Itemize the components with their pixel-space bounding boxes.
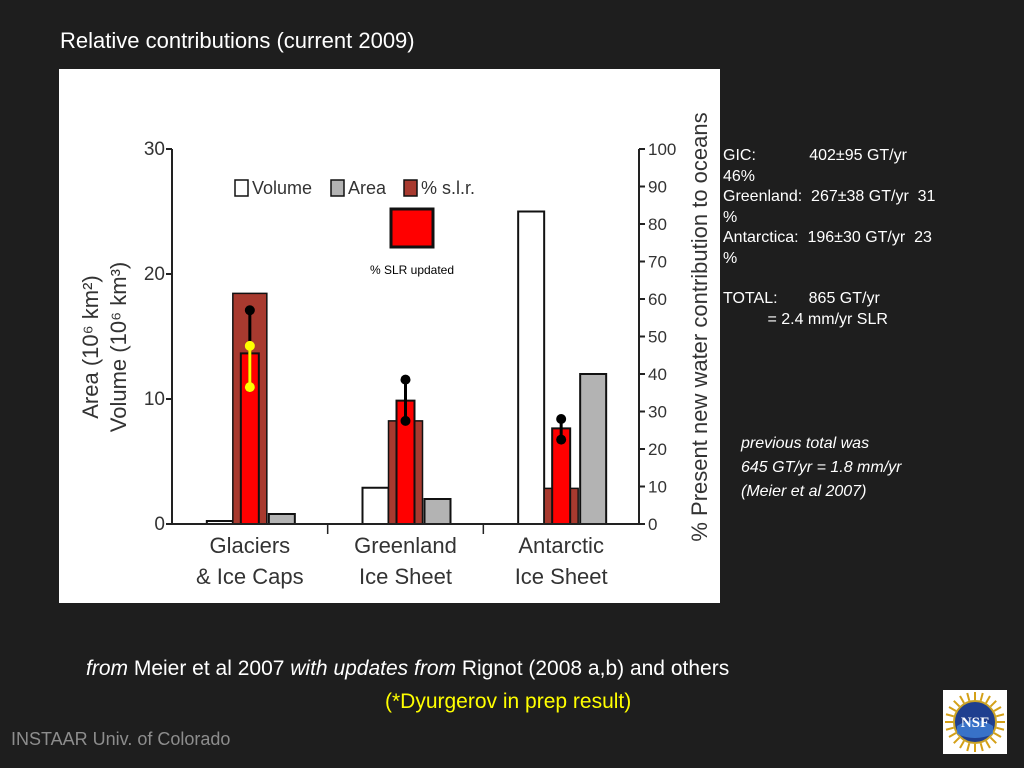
nsf-logo-text: NSF: [961, 715, 989, 731]
bar-area-2: [579, 373, 608, 525]
nsf-ray-9: [953, 736, 961, 744]
previous-line2: 645 GT/yr = 1.8 mm/yr: [741, 459, 902, 476]
source-rignot: Rignot (2008 a,b) and others: [456, 657, 730, 680]
antarctica-percent: %: [723, 249, 738, 267]
category-label-1-0: Greenland: [354, 533, 457, 558]
chart-panel: 0 10 20 30 0 10 20 30 40 50 60 70 80 90 100 Glaciers & …: [59, 69, 720, 603]
legend-swatch-1: [330, 179, 345, 197]
nsf-ray-5: [979, 742, 984, 752]
yellow-range-bottom-dot: [244, 382, 255, 393]
nsf-ray-19: [979, 692, 984, 702]
right-tick-label-9: 90: [648, 178, 667, 197]
nsf-ray-2: [993, 732, 1002, 738]
bar-volume-1: [361, 486, 390, 525]
left-tick-label-2: 20: [144, 264, 165, 285]
yellow-range-top-dot: [244, 340, 255, 351]
nsf-ray-3: [989, 736, 997, 744]
footer-institution: INSTAAR Univ. of Colorado: [11, 729, 231, 749]
right-tick-label-0: 0: [648, 515, 657, 534]
legend-label-1: Area: [348, 178, 387, 198]
nsf-ray-7: [966, 742, 971, 752]
legend-label-0: Volume: [252, 178, 312, 198]
left-tick-label-1: 10: [144, 389, 165, 410]
nsf-ray-15: [953, 700, 961, 708]
previous-line3: (Meier et al 2007): [741, 483, 867, 500]
legend-swatch-0: [234, 179, 249, 197]
category-label-2-1: Ice Sheet: [515, 564, 608, 589]
error-bar-top-dot-2: [556, 414, 567, 424]
nsf-ray-16: [959, 695, 965, 704]
total-rate: = 2.4 mm/yr SLR: [723, 310, 888, 328]
nsf-ray-17: [966, 692, 971, 702]
category-label-0-0: Glaciers: [209, 533, 290, 558]
source-credit: from Meier et al 2007 with updates from …: [86, 657, 729, 681]
bar-area-0: [267, 513, 296, 525]
error-bar-top-dot-0: [244, 305, 255, 316]
source-meier: Meier et al 2007: [128, 657, 291, 680]
right-tick-label-4: 40: [648, 365, 667, 384]
category-label-2-0: Antarctic: [518, 533, 604, 558]
right-tick-label-2: 20: [648, 440, 667, 459]
greenland-note: Greenland: 267±38 GT/yr 31: [723, 188, 936, 205]
nsf-ray-10: [948, 732, 957, 738]
previous-line1: previous total was: [741, 435, 870, 452]
nsf-logo: NSF: [943, 690, 1007, 754]
source-updates: with updates from: [290, 657, 457, 680]
bar-chart: 0 10 20 30 0 10 20 30 40 50 60 70 80 90 100 Glaciers & …: [78, 112, 712, 589]
contribution-notes: GIC: 402±95 GT/yr 46% Greenland: 267±38 …: [723, 146, 1013, 330]
nsf-ray-14: [948, 706, 957, 712]
bar-volume-2: [517, 210, 546, 525]
category-label-1-1: Ice Sheet: [359, 564, 452, 589]
right-tick-label-7: 70: [648, 253, 667, 272]
nsf-ray-11: [945, 726, 955, 731]
dyurgerov-note: (*Dyurgerov in prep result): [385, 690, 632, 713]
nsf-ray-4: [985, 740, 991, 749]
slide-title: Relative contributions (current 2009): [60, 28, 415, 53]
nsf-ray-20: [985, 695, 991, 704]
right-tick-label-10: 100: [648, 140, 676, 159]
legend-swatch-updated: [389, 207, 435, 249]
category-label-0-1: & Ice Caps: [196, 564, 304, 589]
error-bar-bottom-dot-1: [400, 415, 411, 426]
legend-label-updated: % SLR updated: [370, 263, 454, 277]
nsf-ray-21: [989, 700, 997, 708]
left-axis-label-area: Area (10⁶ km²): [78, 275, 103, 419]
error-bar-bottom-dot-2: [556, 434, 567, 445]
right-tick-label-6: 60: [648, 290, 667, 309]
left-tick-label-0: 0: [154, 514, 165, 535]
nsf-ray-23: [995, 713, 1005, 718]
left-tick-label-3: 30: [144, 139, 165, 160]
right-tick-label-8: 80: [648, 215, 667, 234]
previous-total-note: previous total was 645 GT/yr = 1.8 mm/yr…: [741, 432, 901, 504]
legend-label-2: % s.l.r.: [421, 178, 475, 198]
right-axis-label: % Present new water contribution to ocea…: [687, 112, 712, 541]
error-bar-top-dot-1: [400, 374, 411, 385]
nsf-ray-1: [995, 726, 1005, 731]
gic-note: GIC: 402±95 GT/yr: [723, 147, 907, 164]
gic-percent: 46%: [723, 167, 756, 185]
right-tick-label-3: 30: [648, 403, 667, 422]
total-note: TOTAL: 865 GT/yr: [723, 290, 880, 307]
greenland-percent: %: [723, 208, 738, 226]
antarctica-note: Antarctica: 196±30 GT/yr 23: [723, 229, 932, 246]
source-from: from: [86, 657, 128, 680]
right-tick-label-1: 10: [648, 478, 667, 497]
bar-area-1: [423, 498, 452, 525]
left-axis-label-volume: Volume (10⁶ km³): [106, 262, 131, 432]
legend-swatch-2: [403, 179, 418, 197]
nsf-ray-13: [945, 713, 955, 718]
nsf-ray-8: [959, 740, 965, 749]
nsf-ray-22: [993, 706, 1002, 712]
right-tick-label-5: 50: [648, 328, 667, 347]
